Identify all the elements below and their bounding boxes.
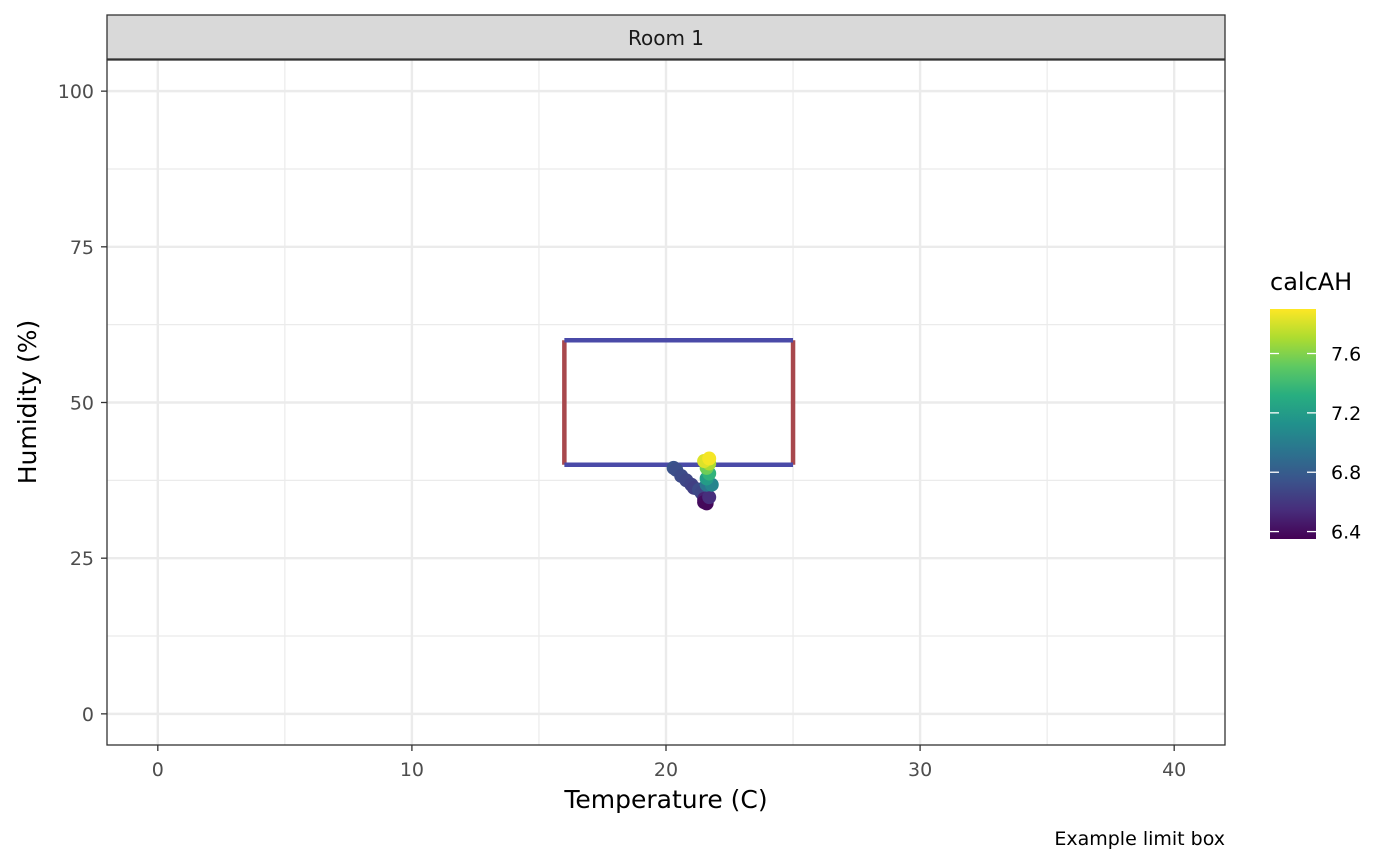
facet-strip-label: Room 1 <box>628 26 704 50</box>
x-tick-label: 10 <box>400 759 424 781</box>
legend-colorbar <box>1270 309 1316 539</box>
legend-title: calcAH <box>1270 268 1352 296</box>
x-axis-ticks: 0 10 20 30 40 <box>152 745 1186 781</box>
legend-tick-label: 7.6 <box>1331 344 1361 366</box>
data-points <box>666 451 719 511</box>
color-legend: calcAH 6.4 6.8 7.2 7.6 <box>1270 268 1361 544</box>
major-gridlines <box>107 60 1225 745</box>
data-point <box>702 490 717 505</box>
x-tick-label: 30 <box>908 759 932 781</box>
y-tick-label: 100 <box>58 81 94 103</box>
facet-strip <box>106 14 1226 60</box>
x-axis-title: Temperature (C) <box>563 785 767 814</box>
limit-box <box>562 337 796 468</box>
x-tick-label: 0 <box>152 759 164 781</box>
y-tick-label: 75 <box>70 237 94 259</box>
y-axis-title: Humidity (%) <box>13 320 42 485</box>
y-tick-label: 25 <box>70 548 94 570</box>
legend-tick-label: 6.4 <box>1331 522 1361 544</box>
x-tick-label: 40 <box>1162 759 1186 781</box>
legend-tick-label: 6.8 <box>1331 462 1361 484</box>
y-tick-label: 0 <box>82 704 94 726</box>
x-tick-label: 20 <box>654 759 678 781</box>
y-tick-label: 50 <box>70 393 94 415</box>
y-axis-ticks: 0 25 50 75 100 <box>58 81 107 726</box>
caption: Example limit box <box>1054 828 1225 850</box>
data-point <box>702 451 717 466</box>
legend-ticks: 6.4 6.8 7.2 7.6 <box>1270 344 1361 544</box>
legend-tick-label: 7.2 <box>1331 403 1361 425</box>
